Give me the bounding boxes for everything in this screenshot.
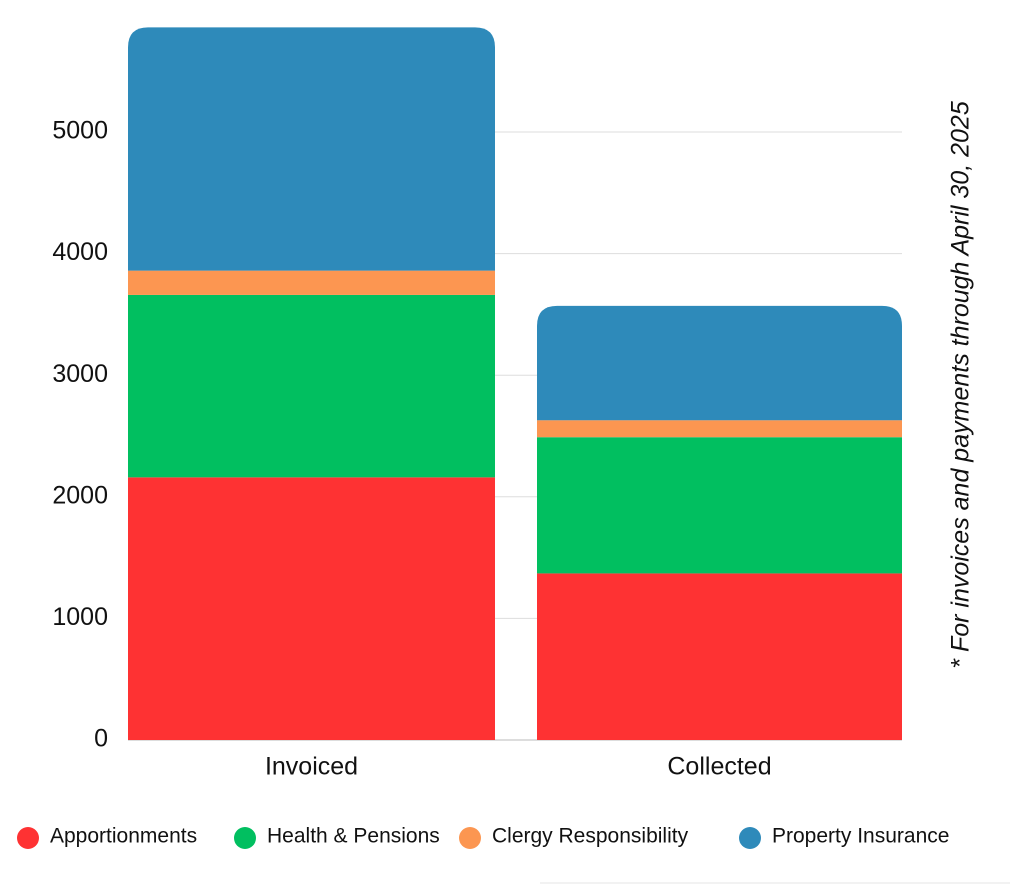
- x-tick-label: Collected: [667, 753, 771, 781]
- bar-segment: [537, 573, 902, 740]
- annotation: * For invoices and payments through Apri…: [947, 101, 975, 669]
- y-tick-label: 3000: [52, 360, 108, 388]
- bar-segment: [128, 270, 495, 295]
- y-tick-label: 5000: [52, 117, 108, 145]
- bar-segment: [128, 27, 495, 271]
- bar-segment: [537, 437, 902, 574]
- bar-segment: [128, 477, 495, 740]
- legend-swatch: [739, 827, 761, 849]
- legend-label: Property Insurance: [772, 825, 949, 848]
- y-tick-label: 1000: [52, 603, 108, 631]
- legend-swatch: [17, 827, 39, 849]
- legend-label: Clergy Responsibility: [492, 825, 689, 848]
- bar-segment: [128, 294, 495, 478]
- y-tick-label: 2000: [52, 481, 108, 509]
- legend-label: Apportionments: [50, 825, 197, 848]
- x-tick-label: Invoiced: [265, 753, 358, 781]
- legend-label: Health & Pensions: [267, 825, 440, 848]
- y-tick-label: 4000: [52, 238, 108, 266]
- bar-segment: [537, 305, 902, 421]
- bar-segment: [537, 420, 902, 438]
- legend-swatch: [459, 827, 481, 849]
- legend-swatch: [234, 827, 256, 849]
- y-tick-label: 0: [94, 725, 108, 753]
